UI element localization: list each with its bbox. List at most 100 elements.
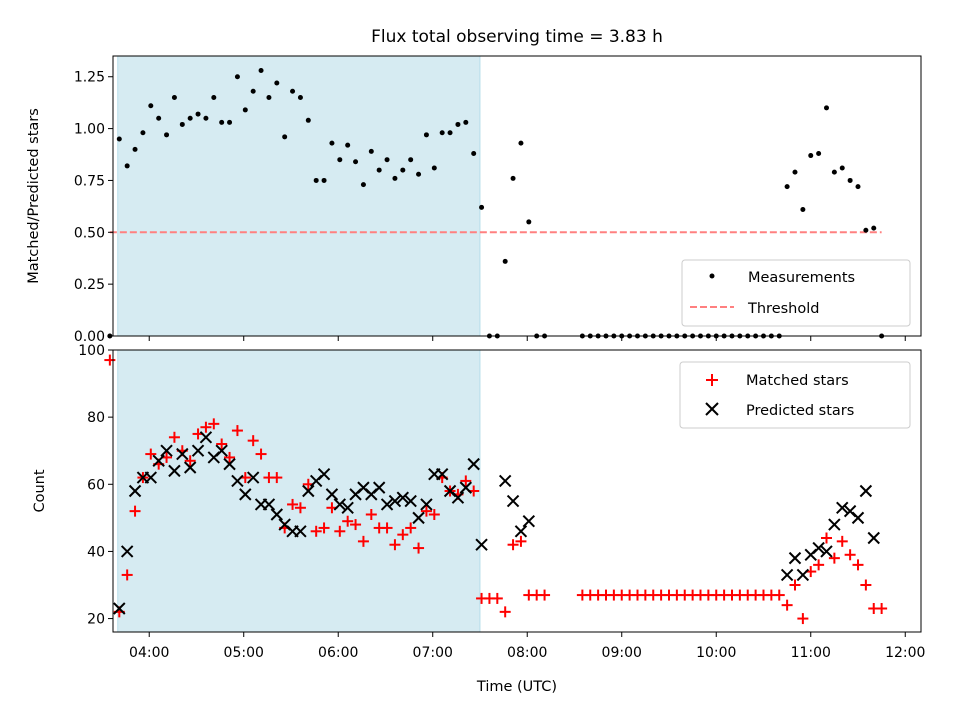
x-tick-label: 07:00 bbox=[413, 645, 453, 661]
matched-star-point bbox=[813, 559, 825, 571]
matched-star-point bbox=[231, 425, 243, 437]
matched-star-point bbox=[420, 505, 432, 517]
predicted-star-point bbox=[828, 518, 841, 531]
matched-star-point bbox=[781, 599, 793, 611]
matched-star-point bbox=[828, 552, 840, 564]
measurement-point bbox=[305, 117, 311, 123]
matched-star-point bbox=[405, 522, 417, 534]
predicted-star-point bbox=[420, 498, 433, 511]
y-tick-label: 1.00 bbox=[74, 122, 105, 138]
measurement-point bbox=[816, 150, 822, 156]
predicted-stars-series bbox=[113, 431, 880, 615]
x-tick-label: 06:00 bbox=[318, 645, 358, 661]
measurement-point bbox=[219, 119, 225, 125]
matched-star-point bbox=[342, 515, 354, 527]
predicted-star-point bbox=[246, 471, 260, 484]
predicted-star-point bbox=[168, 464, 181, 478]
legend-marker-predicted bbox=[705, 402, 719, 416]
measurement-point bbox=[195, 111, 201, 117]
legend-box bbox=[681, 259, 911, 327]
bottom-panel: 20 40 60 80 100 04:00 05:00 06:00 07:00 08:00 09:… bbox=[32, 343, 925, 695]
predicted-star-point bbox=[475, 538, 488, 551]
predicted-star-point bbox=[388, 494, 402, 508]
predicted-star-point bbox=[435, 468, 449, 481]
predicted-star-point bbox=[780, 568, 794, 582]
predicted-star-point bbox=[294, 525, 307, 538]
matched-star-point bbox=[507, 539, 519, 551]
measurement-point bbox=[455, 121, 461, 127]
matched-star-point bbox=[773, 589, 785, 601]
predicted-star-point bbox=[325, 488, 339, 501]
matched-star-point bbox=[334, 525, 346, 537]
predicted-star-point bbox=[199, 431, 213, 444]
measurement-point bbox=[353, 159, 359, 165]
y-tick-label: 0.00 bbox=[74, 329, 105, 345]
matched-star-point bbox=[294, 502, 306, 514]
measurement-point bbox=[140, 130, 146, 136]
predicted-star-point bbox=[128, 484, 142, 498]
predicted-star-point bbox=[160, 444, 173, 457]
predicted-star-point bbox=[113, 602, 126, 615]
predicted-star-point bbox=[498, 474, 512, 488]
predicted-star-point bbox=[380, 498, 394, 511]
measurement-point bbox=[447, 130, 453, 136]
matched-star-point bbox=[515, 535, 527, 547]
measurement-point bbox=[408, 157, 414, 163]
measurement-point bbox=[431, 165, 437, 171]
top-plot-frame bbox=[112, 55, 922, 337]
measurement-point bbox=[416, 171, 422, 177]
matched-star-point bbox=[836, 535, 848, 547]
matched-star-point bbox=[460, 475, 472, 487]
measurement-point bbox=[839, 165, 845, 171]
matched-star-point bbox=[168, 431, 180, 443]
y-tick-label: 20 bbox=[87, 612, 105, 628]
measurement-point bbox=[502, 258, 508, 264]
y-tick-label: 0.75 bbox=[74, 173, 105, 189]
measurement-point bbox=[510, 175, 516, 181]
matched-star-point bbox=[287, 498, 299, 510]
x-tick-label: 05:00 bbox=[224, 645, 264, 661]
measurement-point bbox=[290, 88, 296, 94]
legend-label-threshold: Threshold bbox=[747, 301, 819, 317]
measurement-point bbox=[179, 121, 185, 127]
measurement-point bbox=[297, 94, 303, 100]
matched-star-point bbox=[216, 438, 228, 450]
matched-star-point bbox=[310, 525, 322, 537]
measurement-point bbox=[471, 150, 477, 156]
matched-star-point bbox=[121, 569, 133, 581]
measurement-point bbox=[227, 119, 233, 125]
shaded-interval bbox=[117, 349, 481, 633]
matched-star-point bbox=[876, 603, 888, 614]
predicted-star-point bbox=[867, 531, 880, 545]
predicted-star-point bbox=[851, 511, 865, 525]
measurement-point bbox=[132, 146, 138, 152]
top-panel: Flux total observing time = 3.83 h 0.000… bbox=[26, 27, 922, 345]
measurement-point bbox=[463, 119, 469, 125]
bottom-y-ticks: 20 40 60 80 100 bbox=[78, 343, 113, 628]
predicted-star-point bbox=[191, 444, 205, 457]
measurement-point bbox=[439, 130, 445, 136]
x-tick-label: 08:00 bbox=[507, 645, 547, 661]
predicted-star-point bbox=[459, 481, 473, 494]
matched-star-point bbox=[350, 519, 362, 531]
measurement-point bbox=[116, 136, 122, 142]
predicted-star-point bbox=[120, 545, 134, 558]
measurement-point bbox=[863, 227, 869, 233]
predicted-star-point bbox=[144, 471, 158, 484]
x-tick-label: 04:00 bbox=[129, 645, 169, 661]
measurement-point bbox=[376, 167, 382, 173]
matched-star-point bbox=[357, 535, 369, 547]
predicted-star-point bbox=[506, 494, 520, 508]
matched-star-point bbox=[397, 529, 409, 541]
predicted-star-point bbox=[859, 484, 873, 498]
measurement-point bbox=[329, 140, 335, 146]
predicted-star-point bbox=[152, 454, 165, 467]
measurement-point bbox=[823, 105, 829, 111]
measurement-point bbox=[526, 219, 532, 225]
x-tick-label: 12:00 bbox=[885, 645, 925, 661]
x-tick-label: 10:00 bbox=[696, 645, 736, 661]
matched-star-point bbox=[365, 509, 377, 520]
matched-star-point bbox=[844, 549, 856, 561]
shaded-region bbox=[117, 55, 481, 337]
legend-box bbox=[679, 361, 911, 429]
